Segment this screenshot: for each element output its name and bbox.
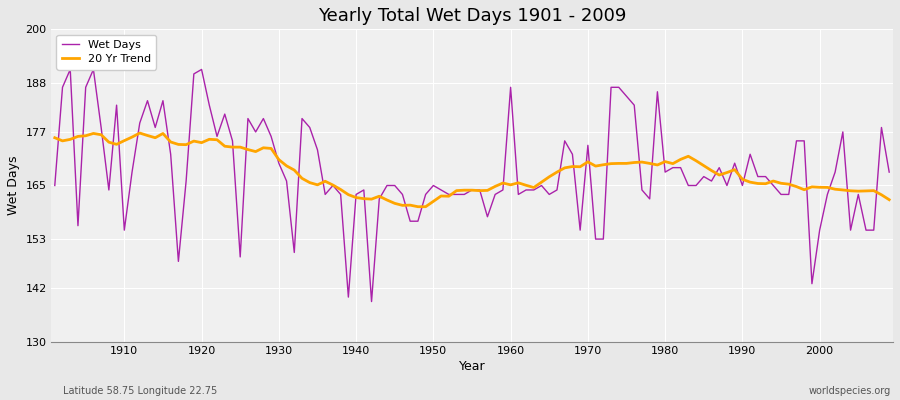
20 Yr Trend (289, 168, 300, 172)
20 Yr Trend (50, 135, 60, 140)
20 Yr Trend (614, 161, 625, 166)
20 Yr Trend (335, 187, 346, 192)
Text: Latitude 58.75 Longitude 22.75: Latitude 58.75 Longitude 22.75 (63, 386, 217, 396)
Wet Days (50, 183, 60, 188)
20 Yr Trend (134, 131, 145, 136)
20 Yr Trend (521, 183, 532, 188)
X-axis label: Year: Year (459, 360, 485, 373)
Y-axis label: Wet Days: Wet Days (7, 156, 20, 215)
Wet Days (335, 192, 346, 197)
Wet Days (366, 299, 377, 304)
Wet Days (884, 170, 895, 174)
Line: 20 Yr Trend: 20 Yr Trend (55, 133, 889, 207)
Wet Days (119, 228, 130, 232)
Legend: Wet Days, 20 Yr Trend: Wet Days, 20 Yr Trend (57, 35, 157, 70)
Line: Wet Days: Wet Days (55, 70, 889, 302)
20 Yr Trend (884, 197, 895, 202)
Wet Days (513, 192, 524, 197)
20 Yr Trend (412, 204, 423, 209)
Text: worldspecies.org: worldspecies.org (809, 386, 891, 396)
Wet Days (65, 67, 76, 72)
Wet Days (521, 188, 532, 192)
20 Yr Trend (112, 142, 122, 147)
Title: Yearly Total Wet Days 1901 - 2009: Yearly Total Wet Days 1901 - 2009 (318, 7, 626, 25)
Wet Days (289, 250, 300, 255)
Wet Days (614, 85, 625, 90)
20 Yr Trend (513, 180, 524, 185)
